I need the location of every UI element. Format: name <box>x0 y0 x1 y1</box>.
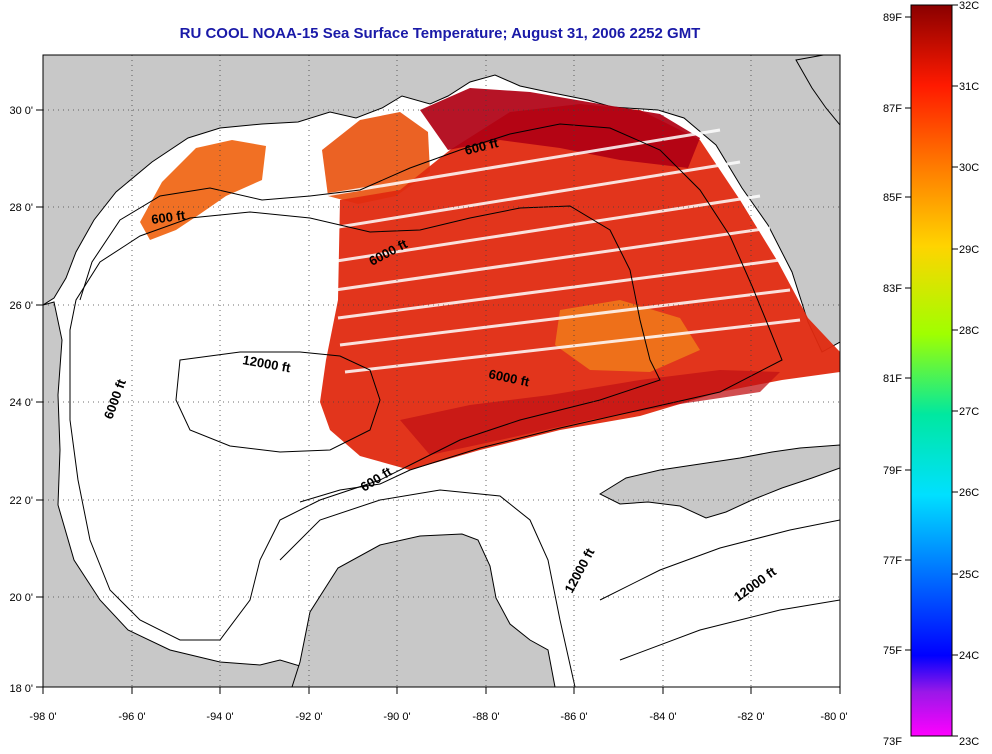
colorbar-ticks <box>905 4 958 737</box>
lon-tick-label: -80 0' <box>820 711 847 723</box>
lon-tick-label: -98 0' <box>29 711 56 723</box>
colorbar <box>910 4 953 737</box>
lon-tick-labels: -98 0' -96 0' -94 0' -92 0' -90 0' -88 0… <box>29 711 847 723</box>
contour-label: 600 ft <box>150 207 186 227</box>
contour-6000ft <box>69 205 661 641</box>
land-bahamas <box>795 55 840 126</box>
f-label: 87F <box>883 103 902 115</box>
c-label: 26C <box>959 487 979 499</box>
c-label: 24C <box>959 650 979 662</box>
c-label: 25C <box>959 569 979 581</box>
f-label: 83F <box>883 283 902 295</box>
lon-tick-label: -92 0' <box>295 711 322 723</box>
scan-gap-stripes <box>319 128 801 374</box>
lat-tick-label: 22 0' <box>9 495 33 507</box>
c-label: 23C <box>959 736 979 748</box>
lon-tick-label: -82 0' <box>737 711 764 723</box>
c-label: 27C <box>959 406 979 418</box>
contour-12000ft-caribbean <box>599 519 840 661</box>
contour-12000ft <box>175 351 381 453</box>
sst-patch-orange-mid <box>555 300 700 372</box>
lat-tick-label: 28 0' <box>9 202 33 214</box>
contour-600ft-yucatan <box>279 489 576 687</box>
c-label: 31C <box>959 81 979 93</box>
land-cuba <box>598 444 840 519</box>
f-label: 73F <box>883 736 902 748</box>
f-label: 77F <box>883 555 902 567</box>
contour-600ft <box>79 123 783 503</box>
lat-tick-labels: 18 0' 20 0' 22 0' 24 0' 26 0' 28 0' 30 0… <box>9 105 33 695</box>
land-us-gulf-coast <box>43 55 840 353</box>
f-label: 85F <box>883 192 902 204</box>
lat-tick-label: 24 0' <box>9 397 33 409</box>
colorbar-f-labels: 89F 87F 85F 83F 81F 79F 77F 75F 73F <box>883 12 902 748</box>
map-frame <box>42 54 841 688</box>
lat-tick-label: 18 0' <box>9 683 33 695</box>
f-label: 79F <box>883 465 902 477</box>
lat-tick-label: 20 0' <box>9 592 33 604</box>
sst-patch-hot-north <box>420 88 700 168</box>
f-label: 81F <box>883 373 902 385</box>
lat-tick-label: 30 0' <box>9 105 33 117</box>
lon-tick-label: -88 0' <box>472 711 499 723</box>
c-label: 30C <box>959 162 979 174</box>
lon-tick-label: -86 0' <box>560 711 587 723</box>
lon-tick-label: -84 0' <box>649 711 676 723</box>
bathymetry-contours <box>69 123 840 687</box>
sst-patch-hot-south <box>400 370 780 455</box>
land-yucatan <box>291 533 556 687</box>
axis-ticks <box>36 109 841 694</box>
lon-tick-label: -90 0' <box>383 711 410 723</box>
f-label: 89F <box>883 12 902 24</box>
c-label: 28C <box>959 325 979 337</box>
c-label: 32C <box>959 0 979 12</box>
sst-patch-texas <box>140 140 266 240</box>
f-label: 75F <box>883 645 902 657</box>
lon-tick-label: -94 0' <box>206 711 233 723</box>
map-title: RU COOL NOAA-15 Sea Surface Temperature;… <box>180 25 701 42</box>
lon-tick-label: -96 0' <box>118 711 145 723</box>
colorbar-c-labels: 32C 31C 30C 29C 28C 27C 26C 25C 24C 23C <box>959 0 979 748</box>
lat-tick-label: 26 0' <box>9 300 33 312</box>
c-label: 29C <box>959 244 979 256</box>
graticule <box>43 55 840 687</box>
